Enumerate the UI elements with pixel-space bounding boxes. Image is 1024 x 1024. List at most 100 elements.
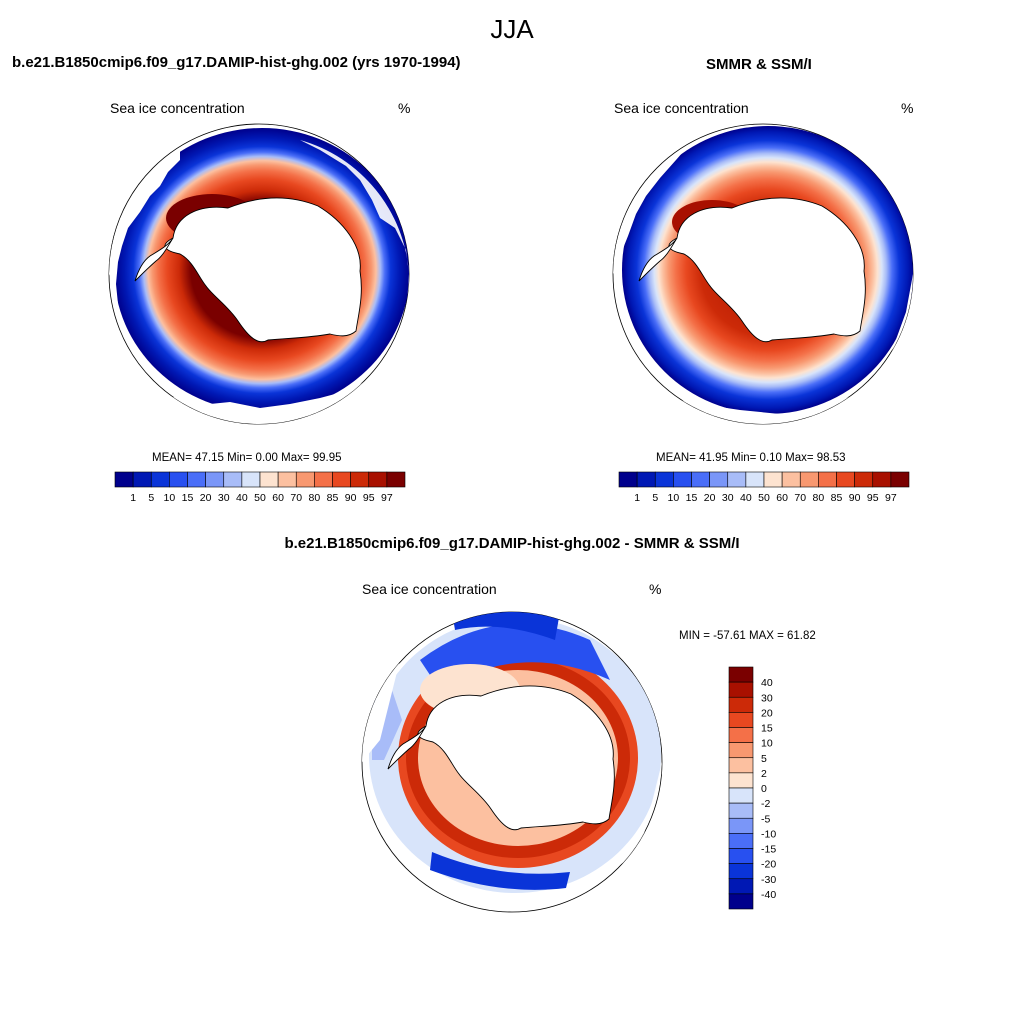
model-colorbar-tick-label: 70	[290, 492, 302, 504]
diff-colorbar-tick-label: 20	[761, 707, 773, 719]
diff-map	[361, 611, 663, 913]
diff-colorbar-box	[728, 848, 754, 864]
model-colorbar-box	[241, 471, 261, 488]
obs-stats: MEAN= 41.95 Min= 0.10 Max= 98.53	[656, 452, 846, 464]
model-colorbar-box	[169, 471, 188, 488]
obs-units-label: %	[901, 100, 914, 116]
model-colorbar-tick-label: 85	[327, 492, 339, 504]
diff-colorbar-tick-label: -10	[761, 828, 776, 840]
diff-colorbar-tick-label: -30	[761, 874, 776, 886]
model-colorbar-box	[295, 471, 315, 488]
model-colorbar-box	[368, 471, 388, 488]
obs-colorbar-box	[872, 471, 892, 488]
obs-panel-title: SMMR & SSM/I	[706, 56, 812, 73]
obs-colorbar-box	[763, 471, 783, 488]
obs-colorbar-tick-label: 10	[668, 492, 680, 504]
model-colorbar-box	[332, 471, 351, 488]
model-stats: MEAN= 47.15 Min= 0.00 Max= 99.95	[152, 452, 342, 464]
model-colorbar-tick-label: 90	[345, 492, 357, 504]
obs-colorbar-box	[836, 471, 855, 488]
model-colorbar-tick-label: 5	[148, 492, 154, 504]
diff-colorbar-tick-label: 40	[761, 677, 773, 689]
obs-colorbar: 1 5 10 15 20 30 40 50 60 70 80 85 90 95 97	[618, 471, 910, 504]
diff-colorbar-box	[728, 802, 754, 819]
diff-colorbar-box	[728, 863, 754, 880]
model-colorbar-box	[314, 471, 333, 488]
obs-colorbar-box	[890, 471, 910, 488]
model-colorbar-tick-label: 15	[182, 492, 194, 504]
diff-units-label: %	[649, 581, 662, 597]
diff-variable-label: Sea ice concentration	[362, 581, 497, 597]
diff-colorbar-box	[728, 666, 754, 683]
obs-colorbar-tick-label: 40	[740, 492, 752, 504]
diff-colorbar-tick-label: -40	[761, 889, 776, 901]
model-colorbar-tick-label: 80	[309, 492, 321, 504]
obs-colorbar-tick-label: 97	[885, 492, 897, 504]
model-colorbar-box	[150, 471, 170, 488]
model-colorbar-tick-label: 30	[218, 492, 230, 504]
diff-colorbar-tick-label: -20	[761, 859, 776, 871]
diff-colorbar-tick-label: -2	[761, 798, 770, 810]
diff-colorbar-box	[728, 772, 754, 789]
diff-colorbar-tick-label: 10	[761, 738, 773, 750]
model-variable-label: Sea ice concentration	[110, 100, 245, 116]
obs-variable-label: Sea ice concentration	[614, 100, 749, 116]
diff-colorbar-tick-label: 2	[761, 768, 767, 780]
diff-colorbar-box	[728, 727, 754, 743]
diff-colorbar-box	[728, 817, 754, 834]
diff-colorbar-box	[728, 742, 754, 759]
model-colorbar: 1 5 10 15 20 30 40 50 60 70 80 85 90 95 97	[114, 471, 406, 504]
model-colorbar-tick-label: 40	[236, 492, 248, 504]
diff-panel-title: b.e21.B1850cmip6.f09_g17.DAMIP-hist-ghg.…	[284, 535, 740, 552]
obs-colorbar-box	[709, 471, 729, 488]
obs-colorbar-tick-label: 85	[831, 492, 843, 504]
model-colorbar-tick-label: 50	[254, 492, 266, 504]
model-colorbar-box	[187, 471, 206, 488]
model-colorbar-tick-label: 60	[272, 492, 284, 504]
diff-minmax: MIN = -57.61 MAX = 61.82	[679, 630, 816, 642]
diff-colorbar-box	[728, 833, 754, 849]
obs-colorbar-tick-label: 90	[849, 492, 861, 504]
model-colorbar-box	[259, 471, 279, 488]
model-colorbar-box	[223, 471, 243, 488]
diff-colorbar-tick-label: 15	[761, 723, 773, 735]
obs-colorbar-box	[818, 471, 837, 488]
model-colorbar-tick-label: 10	[164, 492, 176, 504]
obs-colorbar-box	[727, 471, 747, 488]
diff-colorbar-box	[728, 757, 754, 774]
obs-colorbar-tick-label: 70	[794, 492, 806, 504]
obs-colorbar-box	[636, 471, 656, 488]
obs-colorbar-tick-label: 50	[758, 492, 770, 504]
obs-map	[612, 123, 914, 425]
diff-colorbar-box	[728, 893, 754, 910]
model-map	[108, 123, 410, 425]
obs-colorbar-box	[854, 471, 874, 488]
model-colorbar-box	[350, 471, 370, 488]
obs-colorbar-tick-label: 1	[634, 492, 640, 504]
obs-colorbar-box	[781, 471, 801, 488]
obs-colorbar-box	[673, 471, 692, 488]
diff-colorbar-box	[728, 681, 754, 698]
model-colorbar-tick-label: 1	[130, 492, 136, 504]
model-colorbar-tick-label: 97	[381, 492, 393, 504]
model-colorbar-box	[205, 471, 225, 488]
diff-colorbar-box	[728, 712, 754, 728]
model-colorbar-box	[132, 471, 152, 488]
obs-colorbar-tick-label: 30	[722, 492, 734, 504]
obs-colorbar-tick-label: 15	[686, 492, 698, 504]
obs-colorbar-box	[654, 471, 674, 488]
diff-colorbar-tick-label: -15	[761, 844, 776, 856]
obs-colorbar-tick-label: 95	[867, 492, 879, 504]
diff-colorbar-box	[728, 878, 754, 895]
diff-colorbar-tick-label: 30	[761, 692, 773, 704]
diff-colorbar-box	[728, 787, 754, 804]
obs-colorbar-tick-label: 20	[704, 492, 716, 504]
obs-colorbar-tick-label: 60	[776, 492, 788, 504]
diff-colorbar-tick-label: 5	[761, 753, 767, 765]
model-colorbar-box	[277, 471, 297, 488]
diff-colorbar-box	[728, 696, 754, 713]
model-panel-title: b.e21.B1850cmip6.f09_g17.DAMIP-hist-ghg.…	[12, 54, 461, 71]
obs-colorbar-tick-label: 80	[813, 492, 825, 504]
